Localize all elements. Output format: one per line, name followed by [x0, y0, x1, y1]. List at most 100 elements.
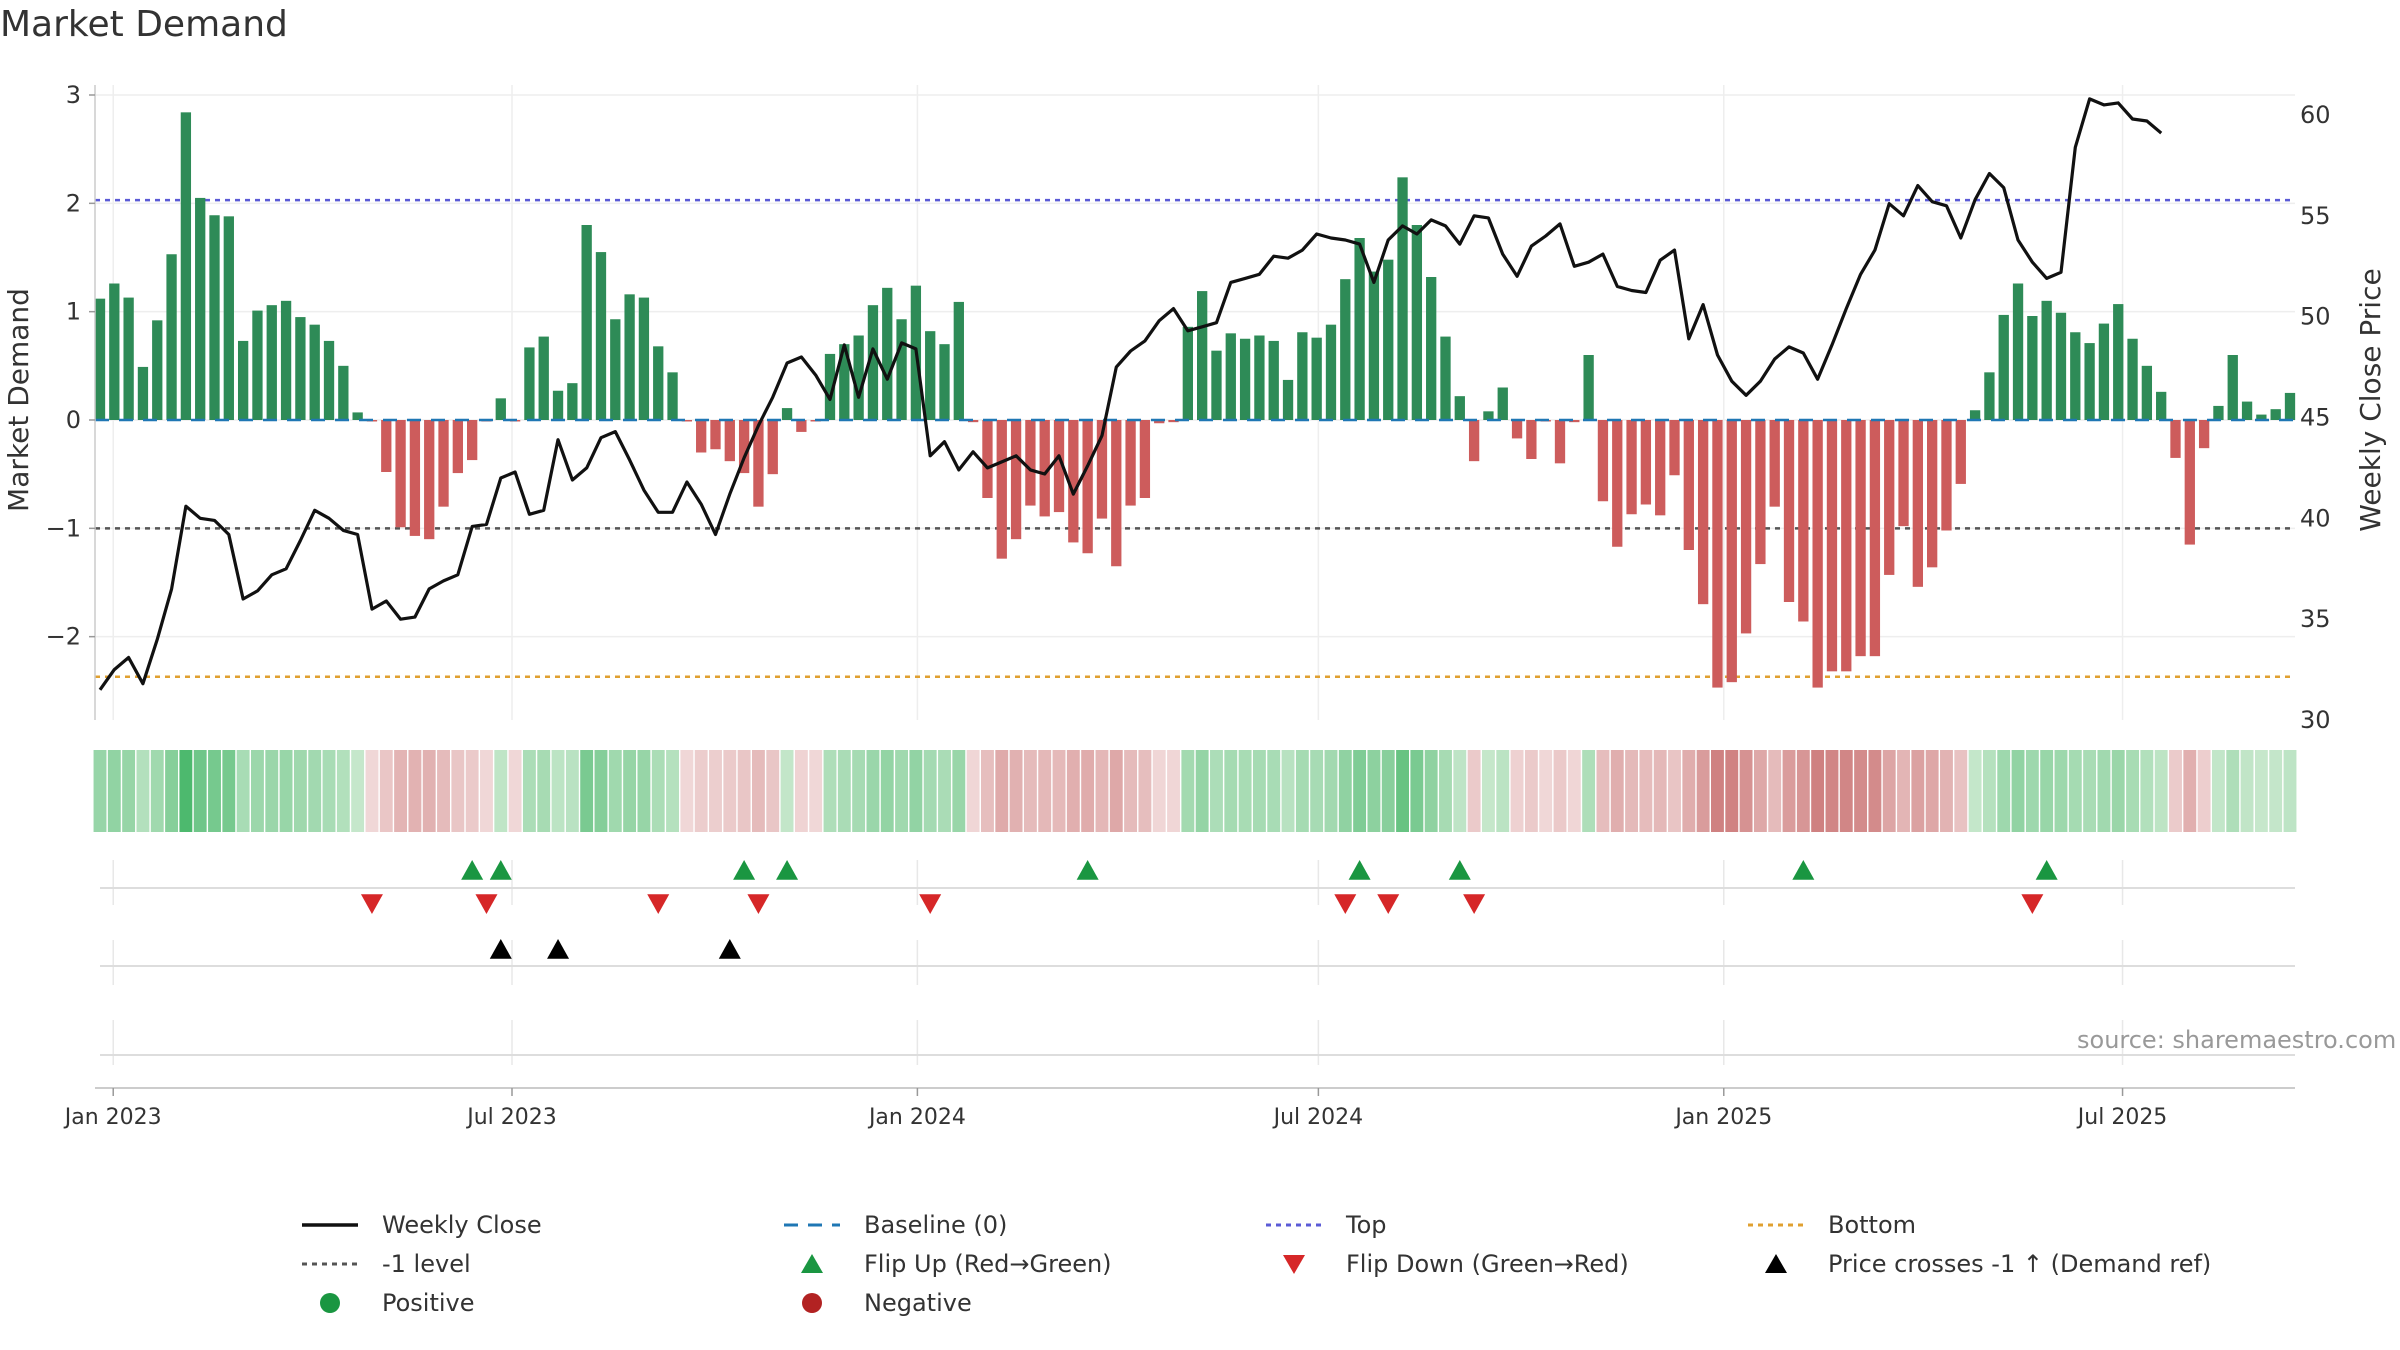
heat-cell — [480, 750, 493, 832]
demand-bar — [2270, 409, 2281, 420]
heat-cell — [1553, 750, 1567, 832]
heat-cell — [1925, 750, 1939, 832]
heat-cell — [2240, 750, 2254, 832]
heat-cell — [1539, 750, 1553, 832]
legend-label: Baseline (0) — [864, 1211, 1008, 1239]
flip-up-marker — [1076, 860, 1099, 880]
heat-cell — [1682, 750, 1696, 832]
demand-bar — [1268, 340, 1279, 420]
demand-bar — [595, 252, 607, 420]
y-tick-label: −1 — [46, 514, 81, 542]
heat-cell — [1811, 750, 1825, 832]
demand-bar — [1397, 177, 1408, 420]
heat-cell — [1396, 750, 1409, 832]
demand-bar — [2055, 312, 2067, 420]
legend-label: Flip Down (Green→Red) — [1346, 1250, 1629, 1278]
heat-cell — [2097, 750, 2111, 832]
demand-bar — [667, 372, 678, 420]
heat-cell — [666, 750, 679, 832]
demand-bar — [1855, 420, 1866, 657]
legend-symbol-triangle-up — [1746, 1249, 1806, 1279]
heat-cell — [1338, 750, 1352, 832]
heat-cell — [1739, 750, 1753, 832]
heat-cell — [1439, 750, 1452, 832]
heat-cell — [2126, 750, 2139, 832]
demand-bar — [1125, 420, 1136, 506]
demand-bar — [467, 420, 478, 461]
demand-bar — [1311, 337, 1322, 420]
heat-cell — [1181, 750, 1195, 832]
legend-item: Negative — [782, 1288, 972, 1318]
demand-bar — [767, 420, 778, 475]
heat-cell — [1496, 750, 1510, 832]
y-tick-label: 1 — [66, 298, 81, 326]
heat-cell — [709, 750, 722, 832]
demand-bar — [1697, 420, 1709, 605]
heat-cell — [565, 750, 579, 832]
heat-cell — [222, 750, 236, 832]
heat-cell — [1768, 750, 1782, 832]
heat-cell — [1753, 750, 1767, 832]
demand-bar — [1010, 420, 1022, 540]
heat-cell — [1152, 750, 1166, 832]
heat-cell — [279, 750, 293, 832]
legend-item: Top — [1264, 1210, 1387, 1240]
demand-bar — [280, 300, 292, 420]
heat-cell — [179, 750, 193, 832]
heat-cell — [437, 750, 450, 832]
demand-bar — [1884, 420, 1895, 575]
heat-cell — [1940, 750, 1953, 832]
demand-bar — [1955, 420, 1966, 484]
demand-bar — [1927, 420, 1938, 568]
heat-cell — [880, 750, 894, 832]
demand-bar — [696, 420, 707, 453]
source-label: source: sharemaestro.com — [2077, 1026, 2397, 1054]
heat-cell — [737, 750, 751, 832]
y2-tick-label: 30 — [2300, 706, 2331, 734]
demand-bar — [1282, 379, 1294, 420]
demand-bar — [2241, 401, 2253, 420]
demand-bar — [2041, 300, 2052, 420]
legend-label: -1 level — [382, 1250, 471, 1278]
demand-bar — [323, 340, 335, 420]
y-tick-label: −2 — [46, 623, 81, 651]
demand-bar — [1239, 338, 1251, 420]
demand-bar — [1440, 336, 1451, 420]
heat-cell — [2197, 750, 2211, 832]
heat-cell — [580, 750, 594, 832]
legend-item: Flip Up (Red→Green) — [782, 1249, 1112, 1279]
heat-cell — [637, 750, 651, 832]
demand-bar — [1998, 314, 2009, 420]
flip-down-marker — [919, 894, 942, 914]
flip-down-marker — [747, 894, 770, 914]
heat-cell — [1882, 750, 1896, 832]
demand-bar — [1211, 350, 1222, 420]
heat-cell — [1639, 750, 1653, 832]
heat-cell — [1825, 750, 1839, 832]
heat-cell — [823, 750, 837, 832]
x-axis: Jan 2023 Jul 2023 Jan 2024 Jul 2024 Jan 2025… — [63, 1087, 2295, 1130]
demand-bar — [939, 344, 950, 420]
heat-cell — [522, 750, 536, 832]
heat-cell — [2226, 750, 2240, 832]
heat-cell — [408, 750, 422, 832]
x-tick-label: Jul 2024 — [1272, 1105, 1364, 1130]
demand-bar — [2027, 316, 2038, 420]
demand-bar — [2098, 323, 2110, 420]
heat-cell — [1023, 750, 1037, 832]
demand-bar — [1669, 420, 1680, 476]
x-tick-label: Jul 2023 — [465, 1105, 557, 1130]
heat-cell — [165, 750, 179, 832]
demand-bar — [2141, 365, 2153, 420]
x-tick-label: Jan 2024 — [867, 1105, 966, 1130]
demand-bar — [1411, 225, 1423, 420]
demand-bar — [424, 420, 435, 540]
heat-cell — [1066, 750, 1080, 832]
demand-bar — [438, 420, 449, 507]
heat-cell — [1968, 750, 1982, 832]
demand-bar — [2070, 332, 2081, 420]
heat-cell — [995, 750, 1009, 832]
demand-bar — [1511, 420, 1523, 439]
demand-bar — [266, 305, 277, 420]
demand-bar — [610, 319, 621, 420]
